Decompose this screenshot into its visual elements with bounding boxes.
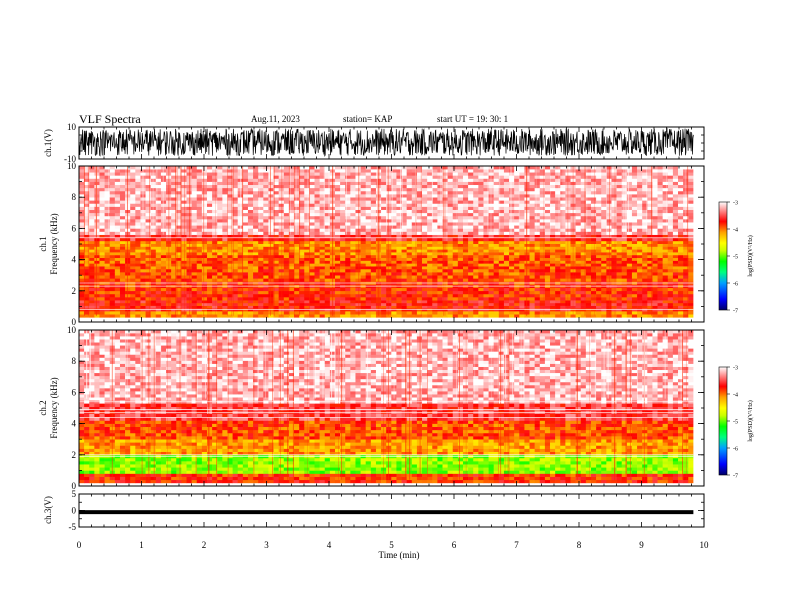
colorbar-tick-label: -5 bbox=[733, 255, 738, 261]
ch1-spec-ylabel-channel: ch.1 bbox=[38, 236, 48, 251]
ch1-spectrogram-narrowband-lines bbox=[79, 237, 694, 310]
ch1-spectrogram-band bbox=[79, 240, 694, 256]
ch1-spectrogram-band bbox=[79, 281, 694, 301]
ch2-spectrogram-band bbox=[79, 473, 694, 484]
x-tick-label: 3 bbox=[264, 540, 269, 550]
colorbar-ch2: -3 -4 -5 -6 -7 log(PSD)(V²/Hz) bbox=[718, 366, 754, 480]
colorbar-ch1-ticks: -3 -4 -5 -6 -7 bbox=[727, 201, 738, 315]
station-label: station= KAP bbox=[343, 114, 393, 124]
ch3-y-tick-label: -5 bbox=[69, 522, 77, 532]
ch2-spectrogram-band bbox=[79, 330, 694, 404]
ch2-spectrogram-panel bbox=[78, 329, 705, 487]
colorbar-tick-label: -7 bbox=[733, 474, 738, 480]
ch3-waveform-trace bbox=[79, 510, 694, 515]
x-tick-label: 4 bbox=[327, 540, 332, 550]
ch2-spectrogram-band bbox=[79, 454, 694, 474]
ch2-spec-y-tick-label: 6 bbox=[72, 387, 77, 397]
ch2-spectrogram-image bbox=[79, 330, 704, 486]
x-tick-label: 5 bbox=[389, 540, 394, 550]
ch1-spec-y-tick-label: 6 bbox=[72, 223, 77, 233]
ch1-spectrogram-panel bbox=[78, 165, 705, 323]
colorbar-ch1: -3 -4 -5 -6 -7 log(PSD)(V²/Hz) bbox=[718, 201, 754, 315]
colorbar-ch1-gradient bbox=[718, 201, 728, 311]
ch3-waveform-band bbox=[79, 510, 694, 515]
ch3-y-tick-label: 0 bbox=[72, 506, 77, 516]
ch1-spectrogram-band bbox=[79, 268, 694, 282]
ch1-waveform-line bbox=[78, 127, 694, 157]
colorbar-tick-label: -6 bbox=[733, 282, 738, 288]
ch1-spec-y-tick-label: 10 bbox=[67, 161, 77, 171]
ch2-spec-y-tick-label: 0 bbox=[72, 481, 77, 491]
ch1-spec-ylabel-frequency: Frequency (kHz) bbox=[49, 213, 59, 274]
x-tick-label: 6 bbox=[452, 540, 457, 550]
x-tick-label: 7 bbox=[514, 540, 519, 550]
colorbar-tick-label: -4 bbox=[733, 393, 738, 399]
ch1-spectrogram-band bbox=[79, 254, 694, 270]
ch2-spec-y-tick-label: 8 bbox=[72, 356, 77, 366]
x-tick-label: 9 bbox=[639, 540, 644, 550]
ch1-spec-y-tick-label: 8 bbox=[72, 192, 77, 202]
ch2-spec-y-tick-label: 10 bbox=[67, 325, 77, 335]
x-tick-label: 8 bbox=[577, 540, 582, 550]
colorbar-ch2-ticks: -3 -4 -5 -6 -7 bbox=[727, 366, 738, 480]
date-label: Aug.11, 2023 bbox=[251, 114, 300, 124]
ch2-spectrogram-sferics bbox=[86, 330, 687, 480]
ch1-y-tick-label: -10 bbox=[64, 154, 76, 164]
ch1-spectrogram-band bbox=[79, 311, 694, 318]
colorbar-ch1-label: log(PSD)(V²/Hz) bbox=[747, 235, 754, 276]
figure-title: VLF Spectra bbox=[79, 112, 141, 126]
colorbar-tick-label: -4 bbox=[733, 228, 738, 234]
ch2-spec-y-tick-label: 2 bbox=[72, 450, 77, 460]
colorbar-tick-label: -7 bbox=[733, 309, 738, 315]
ch3-ylabel: ch.3(V) bbox=[43, 496, 53, 524]
ch1-spectrogram-sferics bbox=[83, 166, 689, 316]
x-tick-label: 2 bbox=[202, 540, 207, 550]
x-tick-label: 1 bbox=[139, 540, 144, 550]
ch1-spec-y-tick-label: 2 bbox=[72, 286, 77, 296]
colorbar-tick-label: -3 bbox=[733, 366, 738, 372]
ch1-spectrogram-band bbox=[79, 166, 694, 235]
ch2-spectrogram-narrowband-lines bbox=[79, 401, 694, 457]
colorbar-ch2-label: log(PSD)(V²/Hz) bbox=[747, 400, 754, 441]
ch2-spectrogram-band bbox=[79, 420, 694, 440]
start-time-label: start UT = 19: 30: 1 bbox=[437, 114, 509, 124]
ch1-y-tick-label: 10 bbox=[67, 122, 77, 132]
x-axis-title: Time (min) bbox=[379, 550, 420, 560]
ch1-spec-y-tick-label: 4 bbox=[72, 255, 77, 265]
x-tick-label: 0 bbox=[77, 540, 82, 550]
ch3-y-tick-label: 5 bbox=[72, 489, 77, 499]
colorbar-tick-label: -5 bbox=[733, 420, 738, 426]
ch1-spectrogram-image bbox=[79, 166, 704, 322]
x-tick-label: 10 bbox=[700, 540, 710, 550]
ch1-waveform-trace bbox=[78, 127, 694, 157]
colorbar-tick-label: -6 bbox=[733, 447, 738, 453]
colorbar-ch2-gradient bbox=[718, 366, 728, 476]
ch2-spec-ylabel-frequency: Frequency (kHz) bbox=[49, 377, 59, 438]
colorbar-tick-label: -3 bbox=[733, 201, 738, 207]
ch2-spectrogram-band bbox=[79, 403, 694, 421]
ch1-spec-y-tick-label: 0 bbox=[72, 317, 77, 327]
ch2-spec-y-tick-label: 4 bbox=[72, 419, 77, 429]
ch1-ylabel: ch.1(V) bbox=[43, 129, 53, 157]
ch2-spectrogram-band bbox=[79, 439, 694, 456]
ch2-spec-ylabel-channel: ch.2 bbox=[38, 400, 48, 415]
